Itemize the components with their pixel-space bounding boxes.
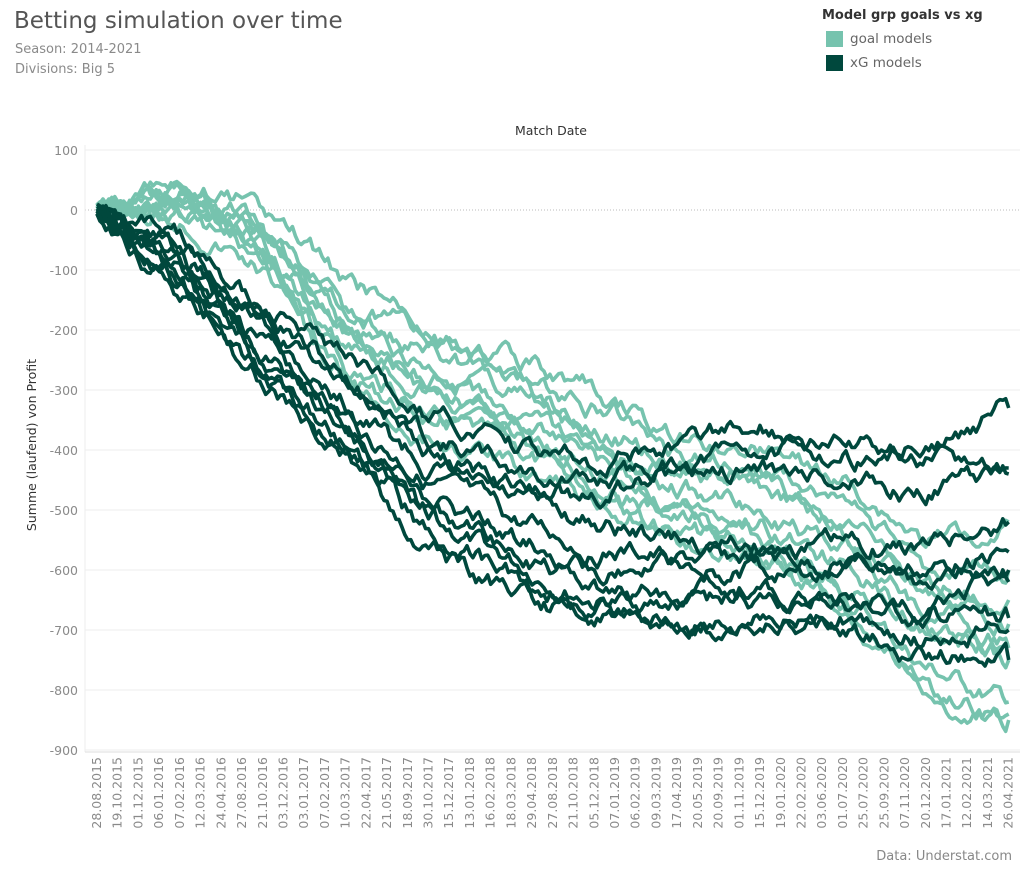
subtitle-season: Season: 2014-2021 — [15, 42, 142, 57]
y-tick-label: -700 — [50, 623, 78, 638]
legend-item-xg[interactable]: xG models — [826, 55, 922, 71]
x-tick-label: 03.01.2017 — [296, 757, 311, 829]
y-tick-label: -600 — [50, 563, 78, 578]
x-tick-label: 17.04.2019 — [669, 757, 684, 829]
legend-label-goal: goal models — [850, 31, 933, 47]
x-tick-label: 24.04.2016 — [213, 757, 228, 829]
series-line-goal — [95, 179, 1011, 616]
x-tick-label: 19.01.2020 — [773, 757, 788, 829]
x-tick-label: 05.12.2018 — [586, 757, 601, 829]
x-tick-label: 27.08.2016 — [234, 757, 249, 829]
x-tick-label: 07.11.2020 — [897, 757, 912, 829]
legend-item-goal[interactable]: goal models — [826, 31, 932, 47]
x-tick-label: 21.10.2016 — [255, 757, 270, 829]
x-tick-label: 13.01.2018 — [462, 757, 477, 829]
x-tick-label: 07.02.2016 — [172, 757, 187, 829]
series-line-xg — [95, 210, 1011, 668]
series-line-goal — [95, 182, 1011, 585]
series-line-xg — [95, 213, 1010, 561]
series-line-xg — [96, 202, 1011, 479]
x-tick-label: 10.03.2017 — [338, 757, 353, 829]
x-tick-label: 26.04.2021 — [1001, 757, 1016, 829]
x-tick-label: 01.07.2020 — [835, 757, 850, 829]
x-axis-title: Match Date — [515, 123, 587, 138]
series-line-xg — [95, 205, 1010, 490]
series-line-xg — [95, 203, 1009, 510]
x-tick-label: 30.10.2017 — [421, 757, 436, 829]
y-tick-label: -300 — [50, 383, 78, 398]
x-tick-label: 29.04.2018 — [524, 757, 539, 829]
x-tick-label: 21.05.2017 — [379, 757, 394, 829]
x-tick-label: 18.09.2017 — [400, 757, 415, 829]
series-line-xg — [95, 205, 1011, 591]
x-tick-label: 25.07.2020 — [856, 757, 871, 829]
x-tick-label: 14.03.2021 — [980, 757, 995, 829]
x-tick-label: 03.06.2020 — [814, 757, 829, 829]
chart-title: Betting simulation over time — [14, 8, 343, 34]
x-tick-label: 19.10.2015 — [110, 757, 125, 829]
x-tick-label: 01.11.2019 — [731, 757, 746, 829]
x-tick-label: 09.03.2019 — [648, 757, 663, 829]
series-line-xg — [95, 207, 1010, 581]
x-tick-label: 27.08.2018 — [545, 757, 560, 829]
data-source: Data: Understat.com — [876, 849, 1012, 864]
y-tick-label: 100 — [54, 143, 78, 158]
x-tick-label: 16.02.2018 — [483, 757, 498, 829]
series-line-xg — [95, 212, 1010, 650]
x-tick-label: 20.09.2019 — [711, 757, 726, 829]
y-tick-label: -100 — [50, 263, 78, 278]
x-tick-label: 21.10.2018 — [566, 757, 581, 829]
x-tick-label: 06.01.2016 — [151, 757, 166, 829]
series-line-goal — [95, 187, 1010, 705]
legend-swatch-xg — [826, 55, 843, 71]
y-tick-label: 0 — [70, 203, 78, 218]
x-tick-label: 20.05.2019 — [690, 757, 705, 829]
series-line-goal — [96, 185, 1010, 549]
x-tick-label: 07.01.2019 — [607, 757, 622, 829]
x-tick-label: 12.03.2016 — [193, 757, 208, 829]
x-tick-label: 22.04.2017 — [358, 757, 373, 829]
x-tick-label: 03.12.2016 — [275, 757, 290, 829]
x-tick-label: 17.01.2021 — [939, 757, 954, 829]
x-tick-label: 07.02.2017 — [317, 757, 332, 829]
y-axis-title: Summe (laufend) von Profit — [24, 359, 39, 531]
subtitle-divisions: Divisions: Big 5 — [15, 62, 115, 77]
y-tick-label: -800 — [50, 683, 78, 698]
x-tick-label: 25.09.2020 — [876, 757, 891, 829]
y-tick-label: -900 — [50, 743, 78, 758]
x-tick-label: 12.02.2021 — [959, 757, 974, 829]
series-line-goal — [95, 200, 1011, 734]
x-tick-label: 15.12.2017 — [441, 757, 456, 829]
x-tick-label: 01.12.2015 — [130, 757, 145, 829]
x-tick-label: 18.03.2018 — [503, 757, 518, 829]
x-tick-label: 15.12.2019 — [752, 757, 767, 829]
x-tick-label: 20.12.2020 — [918, 757, 933, 829]
series-line-goal — [95, 199, 1010, 652]
legend-title: Model grp goals vs xg — [822, 8, 983, 23]
y-tick-label: -200 — [50, 323, 78, 338]
legend-swatch-goal — [826, 31, 843, 47]
legend-label-xg: xG models — [850, 55, 922, 71]
x-tick-label: 06.02.2019 — [628, 757, 643, 829]
y-tick-label: -400 — [50, 443, 78, 458]
x-tick-label: 28.08.2015 — [89, 757, 104, 829]
y-tick-label: -500 — [50, 503, 78, 518]
x-tick-label: 22.02.2020 — [793, 757, 808, 829]
